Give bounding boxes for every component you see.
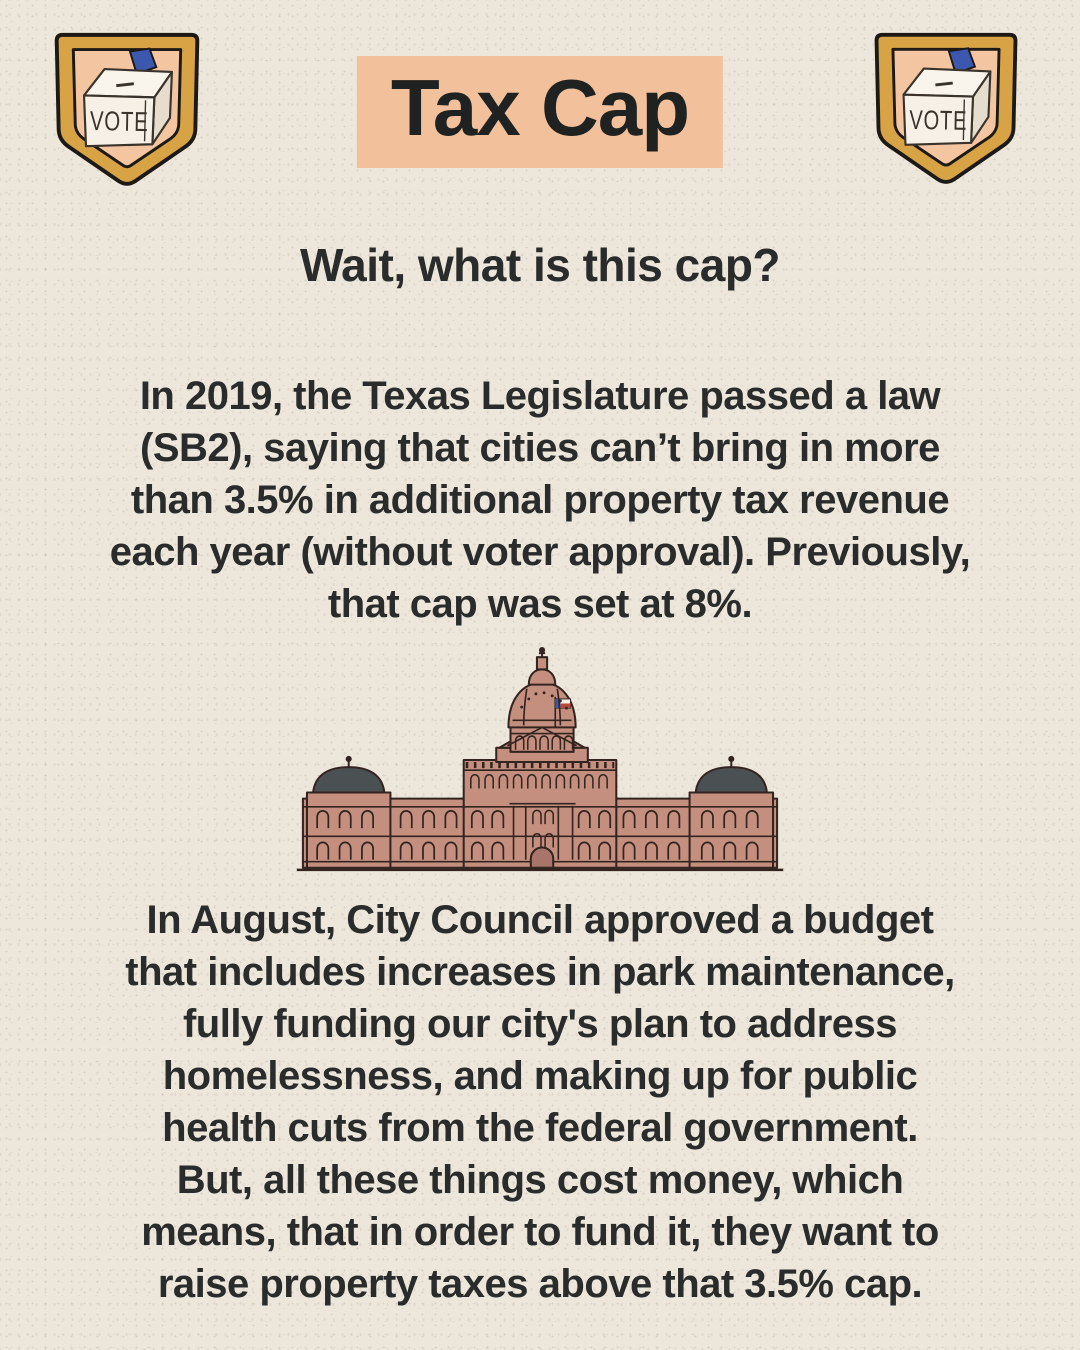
paragraph-budget: In August, City Council approved a budge…	[125, 898, 955, 1306]
ballot-box-icon	[82, 67, 173, 148]
vote-ballot-box-shield-icon: VOTE	[874, 32, 1018, 184]
texas-capitol-icon	[296, 647, 784, 872]
paragraph-law: In 2019, the Texas Legislature passed a …	[109, 374, 971, 626]
texas-capitol-illustration	[290, 646, 790, 878]
vote-badge-left: VOTE	[44, 28, 210, 198]
question-heading: Wait, what is this cap?	[299, 239, 781, 291]
vote-label: VOTE	[90, 105, 149, 137]
title-highlight: Tax Cap	[356, 56, 724, 168]
vote-label: VOTE	[909, 105, 967, 136]
ballot-box-icon	[902, 67, 992, 146]
ballot-icon	[128, 47, 158, 76]
vote-badge-right: VOTE	[864, 28, 1028, 196]
vote-ballot-box-shield-icon: VOTE	[54, 32, 200, 186]
ballot-icon	[947, 47, 977, 75]
page-title: Tax Cap	[390, 63, 690, 152]
texas-flag-icon	[554, 696, 572, 728]
